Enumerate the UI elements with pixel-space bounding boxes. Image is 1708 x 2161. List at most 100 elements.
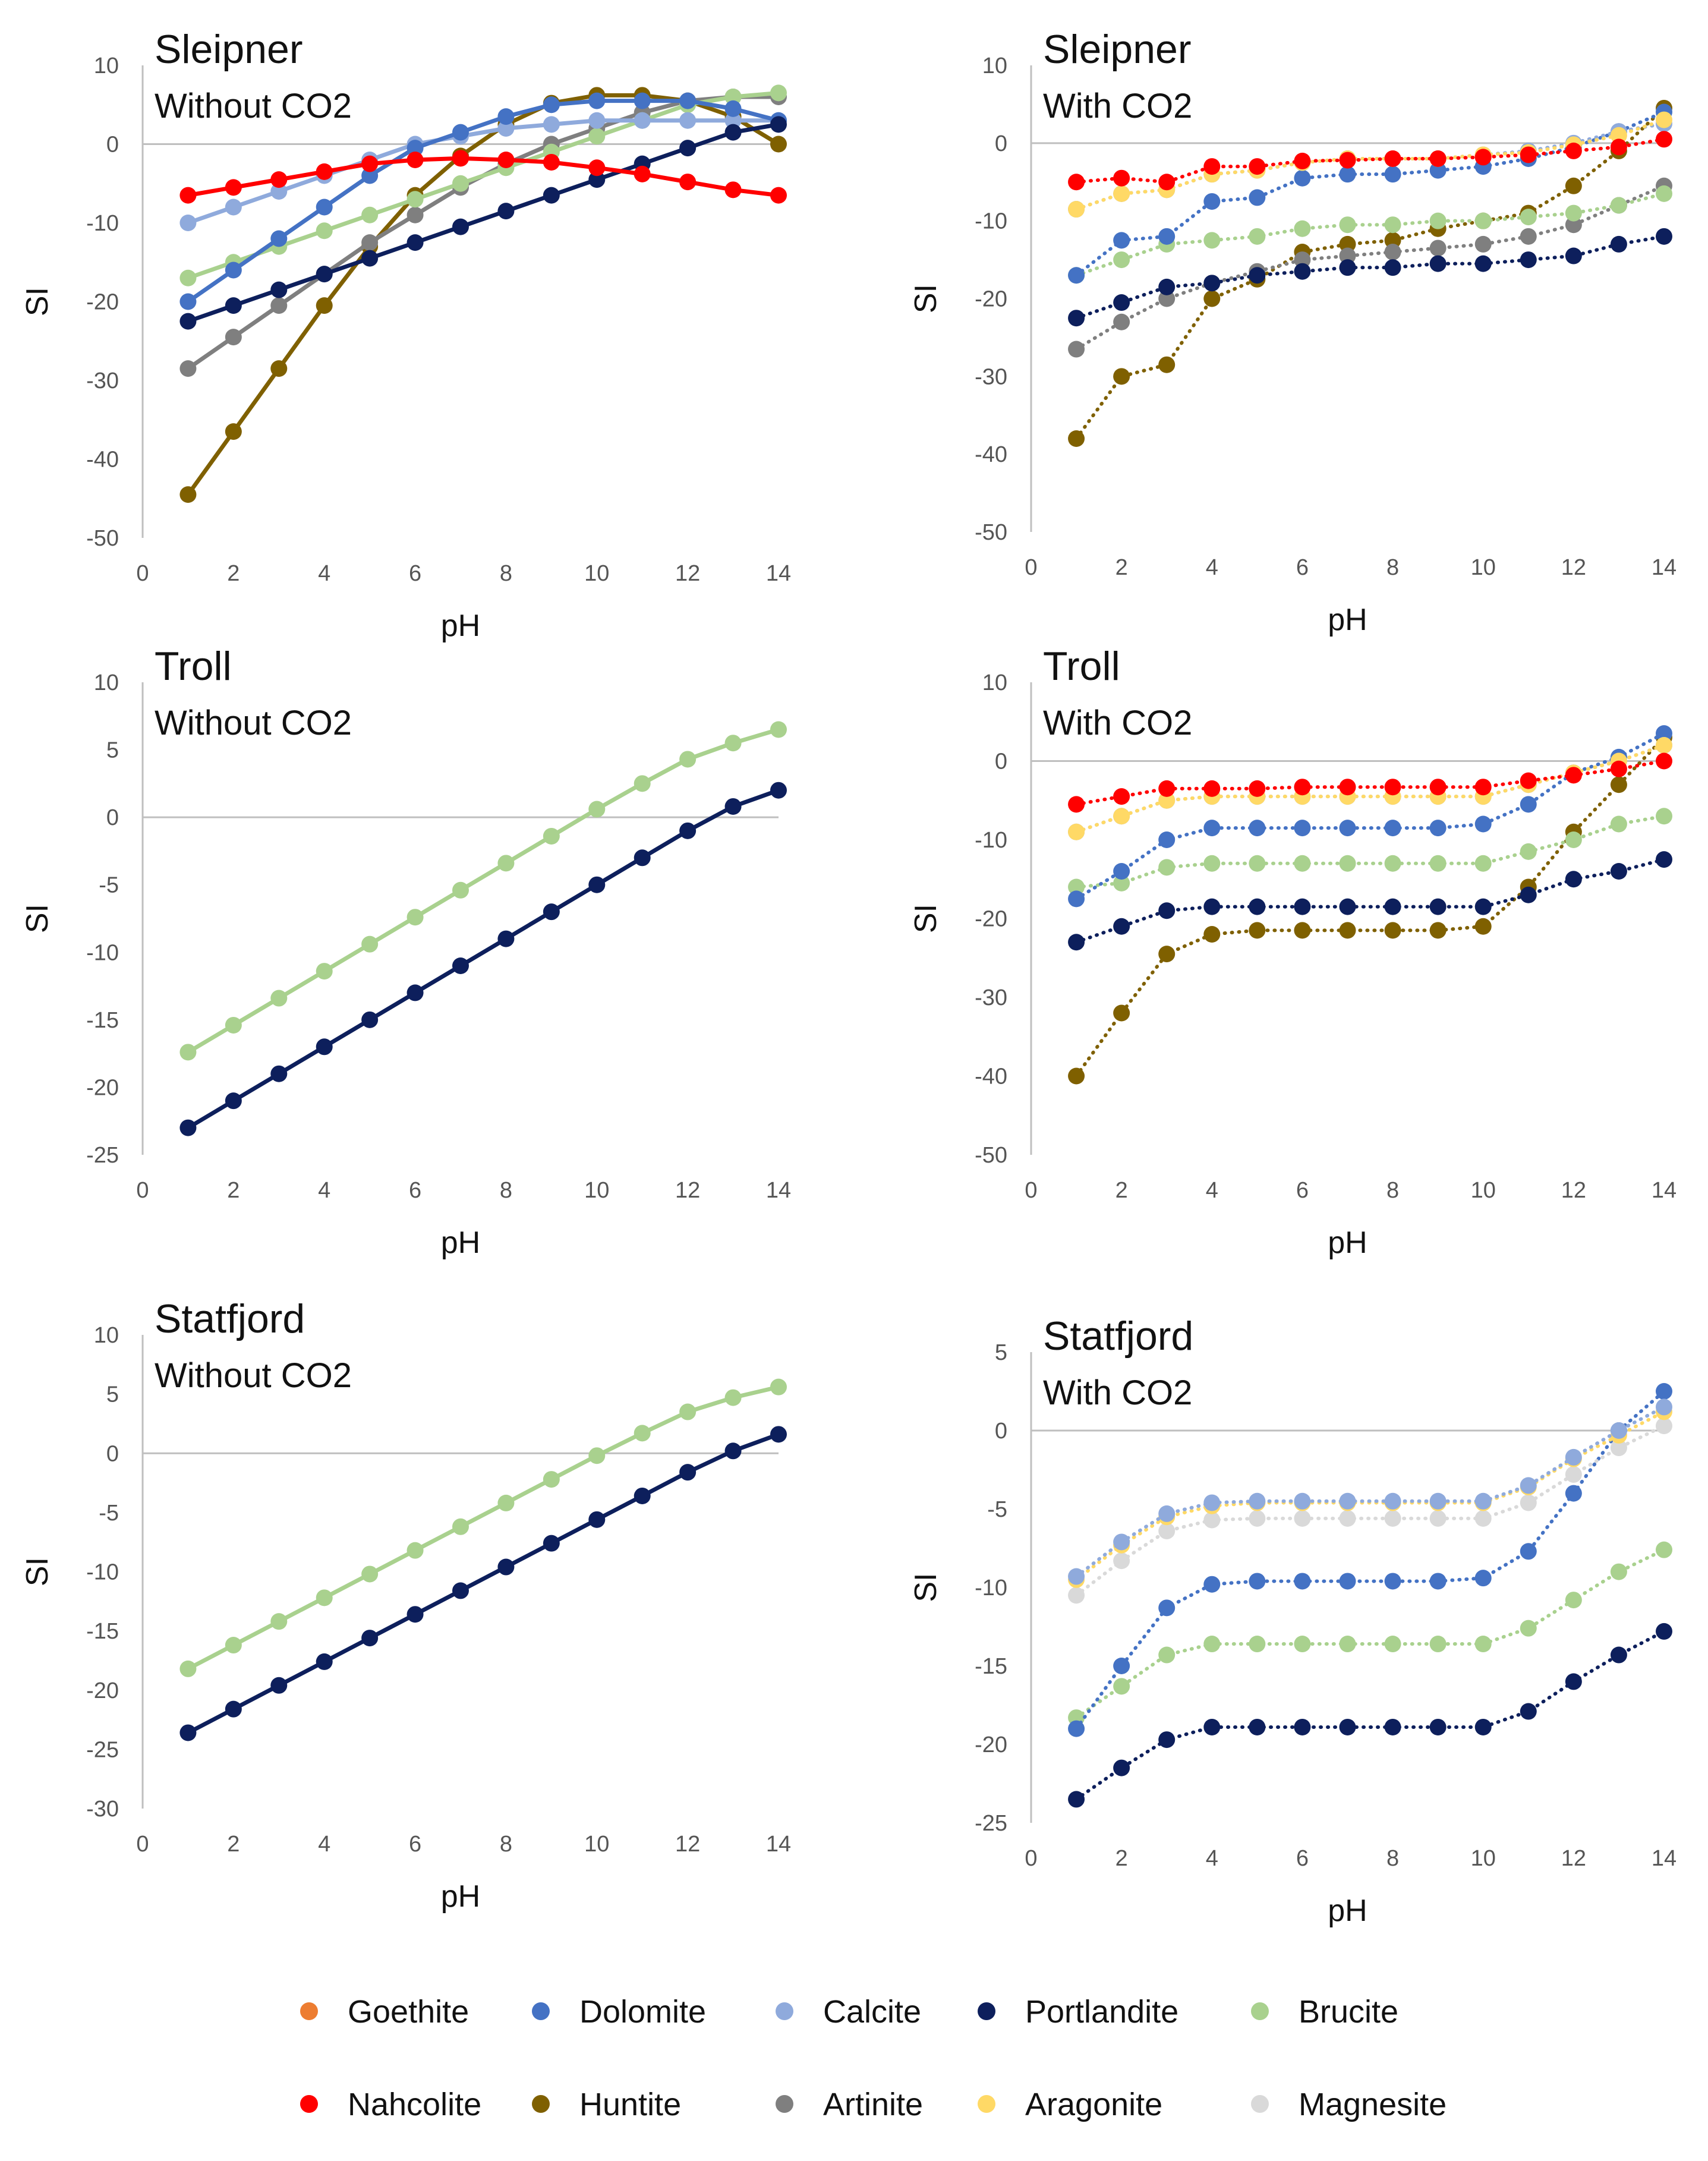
data-point	[1068, 201, 1085, 218]
data-point	[1565, 767, 1582, 784]
data-point	[1113, 169, 1130, 187]
data-point	[1339, 259, 1356, 276]
data-point	[1565, 831, 1582, 848]
data-point	[1113, 1658, 1130, 1674]
data-point	[1656, 1541, 1672, 1558]
data-point	[316, 266, 333, 283]
data-point	[724, 1389, 742, 1406]
data-point	[1294, 1492, 1311, 1510]
legend: Goethite Dolomite Calcite Portlandite Brucit…	[300, 1994, 1447, 2122]
data-point	[1068, 934, 1085, 951]
chart-title: Sleipner	[155, 27, 303, 72]
series-nahcolite	[179, 150, 787, 204]
data-point	[1520, 1543, 1537, 1560]
data-point	[1294, 855, 1311, 872]
data-point	[1656, 725, 1672, 742]
series-aragonite	[1068, 111, 1672, 218]
data-point	[1610, 127, 1627, 144]
chart-sleipner-without: 10 0 -10 -20 -30 -40 -50 0 2 4 6 8 10 12 14 pH SI Sleipne…	[20, 27, 791, 643]
data-point	[1339, 166, 1356, 183]
data-point	[679, 92, 697, 109]
series-portlandite	[179, 782, 787, 1136]
x-tick-label: 14	[766, 1832, 791, 1857]
data-point	[588, 92, 606, 109]
chart-title: Troll	[155, 644, 232, 689]
data-point	[679, 140, 697, 157]
data-point	[724, 89, 742, 105]
data-point	[452, 957, 469, 974]
data-point	[1565, 1485, 1582, 1502]
data-point	[452, 881, 469, 899]
y-axis-label: SI	[909, 904, 943, 933]
data-point	[1565, 177, 1582, 194]
data-point	[1249, 1510, 1266, 1527]
data-point	[1158, 780, 1176, 797]
legend-label: Goethite	[348, 1994, 469, 2030]
data-point	[1384, 779, 1401, 796]
legend-item-brucite: Brucite	[1251, 1994, 1398, 2030]
series-line	[185, 1385, 781, 1671]
y-tick-label: 0	[106, 133, 119, 157]
series-calcite	[1068, 1398, 1672, 1585]
x-tick-label: 4	[1206, 1846, 1218, 1871]
data-point	[543, 903, 560, 921]
series-portlandite	[1068, 851, 1672, 951]
data-point	[1656, 1383, 1672, 1400]
y-tick-label: -10	[975, 209, 1007, 234]
legend-marker	[776, 2095, 793, 2113]
data-point	[1339, 1636, 1356, 1653]
x-tick-label: 0	[1025, 1178, 1037, 1203]
data-point	[1339, 779, 1356, 796]
data-point	[1068, 310, 1085, 327]
data-point	[770, 187, 787, 204]
series-line	[185, 1432, 781, 1735]
data-point	[1068, 341, 1085, 358]
series-portlandite	[1068, 228, 1672, 327]
data-point	[406, 206, 424, 223]
data-point	[406, 984, 424, 1001]
data-point	[1113, 874, 1130, 892]
y-tick-label: 10	[982, 670, 1007, 695]
series-line	[1074, 1424, 1666, 1598]
data-point	[1429, 820, 1447, 837]
x-tick-label: 8	[1386, 555, 1399, 580]
x-tick-label: 10	[584, 1832, 609, 1857]
data-point	[1203, 820, 1221, 837]
legend-marker	[300, 2002, 318, 2020]
y-tick-label: -50	[975, 520, 1007, 545]
data-point	[497, 120, 515, 137]
data-point	[1384, 855, 1401, 872]
series-line	[1074, 184, 1666, 351]
data-point	[361, 1011, 379, 1028]
y-tick-label: 0	[106, 1441, 119, 1466]
data-point	[1158, 1646, 1176, 1664]
data-point	[1249, 820, 1266, 837]
data-point	[270, 1613, 288, 1630]
data-point	[1294, 820, 1311, 837]
data-point	[361, 206, 379, 223]
data-point	[1474, 1570, 1492, 1587]
y-tick-label: -50	[86, 526, 119, 551]
data-point	[1294, 779, 1311, 796]
data-point	[1429, 898, 1447, 915]
chart-subtitle: Without CO2	[155, 1356, 352, 1395]
data-point	[1429, 922, 1447, 939]
series-line	[185, 727, 781, 1054]
data-point	[1384, 232, 1401, 249]
data-point	[225, 423, 242, 440]
data-point	[1203, 290, 1221, 307]
legend-item-goethite: Goethite	[300, 1994, 469, 2030]
data-point	[1203, 1511, 1221, 1529]
data-point	[1520, 772, 1537, 789]
data-point	[1339, 1718, 1356, 1735]
x-tick-label: 2	[227, 561, 240, 586]
data-point	[724, 1442, 742, 1460]
y-tick-label: -5	[99, 1501, 119, 1526]
data-point	[1610, 1563, 1627, 1580]
data-point	[679, 751, 697, 768]
data-point	[1339, 820, 1356, 837]
y-tick-label: -40	[975, 442, 1007, 467]
data-point	[1203, 1636, 1221, 1653]
x-tick-label: 12	[675, 1178, 700, 1203]
data-point	[316, 297, 333, 314]
